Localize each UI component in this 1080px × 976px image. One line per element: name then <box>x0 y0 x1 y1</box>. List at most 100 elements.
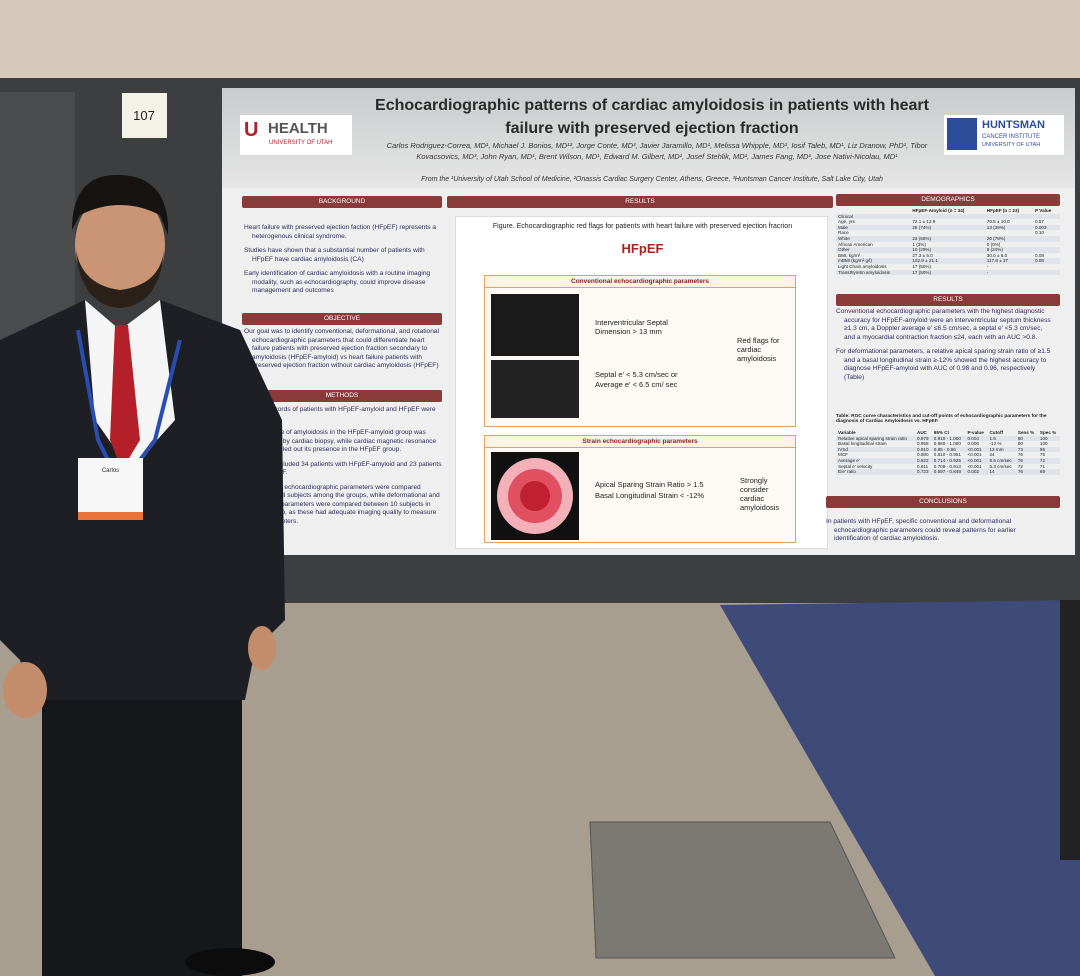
table-cell: 100 <box>1039 435 1048 441</box>
header-cell: Spec % <box>1039 430 1057 435</box>
table-cell: 0.004 <box>967 435 979 441</box>
table-row: E/e' ratio 0.723 0.597 - 0.849 0.002 14 76 69 <box>836 469 1060 475</box>
conclusions-text: In patients with HFpEF, specific convent… <box>824 518 1054 550</box>
table-cell: 70.5 ± 10.0 <box>986 219 1010 225</box>
table-cell: 0 (0%) <box>986 241 1001 247</box>
table-cell: 0.910 <box>917 446 929 452</box>
box-heading: Strain echocardiographic parameters <box>485 436 795 448</box>
table-row: Relative apical sparing strain ratio 0.97… <box>836 435 1060 442</box>
logo-left: U HEALTH UNIVERSITY OF UTAH <box>240 115 352 155</box>
table-cell: Septal e' velocity <box>838 463 873 469</box>
header-cell: Cutoff <box>989 430 1004 435</box>
table-row: Transthyretin amyloidosis 17 (50%) - <box>836 269 1060 276</box>
table-cell: 0.714 - 0.925 <box>933 457 961 463</box>
table-row: Age, yrs 72.1 ± 12.9 70.5 ± 10.0 0.57 <box>836 219 1060 225</box>
hand <box>248 626 276 670</box>
table-cell: - <box>986 269 989 275</box>
table-cell: White <box>838 235 850 241</box>
section-heading: CONCLUSIONS <box>826 496 1060 508</box>
table-cell: 25 (74%) <box>912 224 931 230</box>
table-cell: 73 <box>1017 446 1023 452</box>
logo-mark: U <box>244 119 259 141</box>
bullet: The presence of amyloidosis in the HFpEF… <box>244 429 437 453</box>
carpet <box>720 600 1080 976</box>
table-row: IVSd 0.910 0.85 - 0.96 <0.001 13 mm 73 86 <box>836 446 1060 453</box>
table-row: BMI, kg/m² 27.3 ± 5.0 30.0 ± 6.0 0.08 <box>836 253 1060 259</box>
table-row: African American 1 (3%) 0 (0%) <box>836 242 1060 248</box>
table-cell: 80 <box>1017 435 1023 441</box>
table-row: Other 10 (29%) 8 (24%) <box>836 247 1060 253</box>
tie <box>110 325 140 470</box>
section-heading: RESULTS <box>447 196 833 208</box>
echo-image <box>491 294 579 356</box>
table-cell: 24 <box>989 452 995 458</box>
section-heading: RESULTS <box>836 294 1060 306</box>
figure-root: HFpEF <box>621 241 664 256</box>
table-cell: Clinical <box>838 213 853 219</box>
table-cell: <0.001 <box>967 457 982 463</box>
table-cell: 6.5 cm/sec <box>989 457 1012 463</box>
criterion: Apical Sparing Strain Ratio > 1.5 <box>595 480 704 489</box>
logo-name: HUNTSMAN <box>982 119 1045 131</box>
table-cell: Basal longitudinal strain <box>838 441 887 447</box>
table-cell: <0.001 <box>967 463 982 469</box>
logo-icon <box>947 118 977 150</box>
face <box>75 190 165 300</box>
table-cell: 0.006 <box>967 441 979 447</box>
floor-grate <box>589 821 896 959</box>
results-text: Conventional echocardiographic parameter… <box>834 308 1052 388</box>
wall <box>0 0 1080 92</box>
box-heading: Conventional echocardiographic parameter… <box>485 276 795 288</box>
section-heading: BACKGROUND <box>242 196 442 208</box>
table-cell: 17 (50%) <box>912 269 931 275</box>
table-cell: 0.10 <box>1035 230 1044 236</box>
table-row: Light Chain amyloidosis 17 (50%) - <box>836 264 1060 270</box>
table-cell: Relative apical sparing strain ratio <box>838 435 907 441</box>
bullet: Conventional echocardiographic parameter… <box>836 308 1051 341</box>
table-cell: Light Chain amyloidosis <box>838 263 887 269</box>
table-cell: <0.001 <box>967 452 982 458</box>
poster: U HEALTH UNIVERSITY OF UTAH HUNTSMAN CAN… <box>222 88 1075 555</box>
section-heading: METHODS <box>242 390 442 402</box>
figure: Figure. Echocardiographic red flags for … <box>455 216 828 549</box>
header-cell: P Value <box>1035 208 1052 213</box>
bullet: Heart failure with preserved ejection fa… <box>244 224 437 240</box>
table-cell: 0.910 - 1.000 <box>933 435 961 441</box>
booth-card <box>122 93 167 138</box>
flag: Strongly consider cardiac amyloidosis <box>740 476 780 512</box>
table-cell: 23 (68%) <box>912 235 931 241</box>
section-heading: OBJECTIVE <box>242 313 442 325</box>
header-cell: HFpEF (n = 23) <box>986 208 1020 213</box>
methods-text: Medical records of patients with HFpEF-a… <box>242 406 442 532</box>
criterion: Interventricular Septal Dimension > 13 m… <box>595 318 668 336</box>
bullet: Studies have shown that a substantial nu… <box>244 247 425 263</box>
table-cell: 0.003 <box>1035 224 1047 230</box>
badge-name: Carlos <box>101 468 120 474</box>
header-cell: 95% CI <box>933 430 949 435</box>
table-cell: Age, yrs <box>838 219 855 225</box>
table-cell: 75 <box>1039 452 1046 458</box>
table-cell: 0.880 <box>917 452 929 458</box>
table-cell: 80 <box>1017 441 1023 447</box>
table-cell: 71 <box>1039 463 1046 469</box>
figure-caption: Figure. Echocardiographic red flags for … <box>492 223 793 230</box>
logo-sub2: UNIVERSITY OF UTAH <box>982 142 1041 148</box>
table-row: White 23 (68%) 20 (78%) <box>836 235 1060 242</box>
table-cell: mBMI (kg/m² g/l) <box>838 258 872 264</box>
background-text: Heart failure with preserved ejection fa… <box>242 224 442 302</box>
hair <box>72 174 169 235</box>
header-cell: Sens % <box>1017 430 1035 435</box>
table-cell: Race <box>838 230 849 236</box>
table-cell: 13 mm <box>989 446 1004 452</box>
table-cell: 0.597 - 0.849 <box>933 469 961 475</box>
poster-title: Echocardiographic patterns of cardiac am… <box>375 97 929 137</box>
bullet: In patients with HFpEF, specific convent… <box>826 518 1016 542</box>
criterion: Average e' < 6.5 cm/ sec <box>595 380 678 389</box>
table-cell: E/e' ratio <box>838 469 856 475</box>
table-cell: African American <box>838 241 873 247</box>
table-cell: 76 <box>1017 457 1023 463</box>
table-cell: - <box>986 263 989 269</box>
affiliations: From the ¹University of Utah School of M… <box>421 176 883 183</box>
table-row: Average e' 0.822 0.714 - 0.925 <0.001 6.5 cm… <box>836 457 1060 464</box>
